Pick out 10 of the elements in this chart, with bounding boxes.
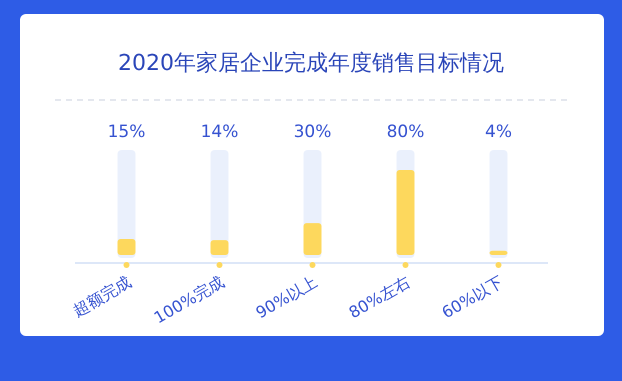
x-tick-label: 90%以上 [252,272,320,322]
x-tick-label: 超额完成 [70,272,134,320]
data-label: 4% [485,122,512,142]
chart-title: 2020年家居企业完成年度销售目标情况 [118,51,504,76]
data-label: 14% [200,122,238,142]
x-tick-label: 80%左右 [345,272,414,322]
data-label: 15% [108,122,146,142]
x-tick-label: 60%以下 [438,272,506,322]
data-label: 30% [294,122,332,142]
data-label: 80% [386,122,424,142]
